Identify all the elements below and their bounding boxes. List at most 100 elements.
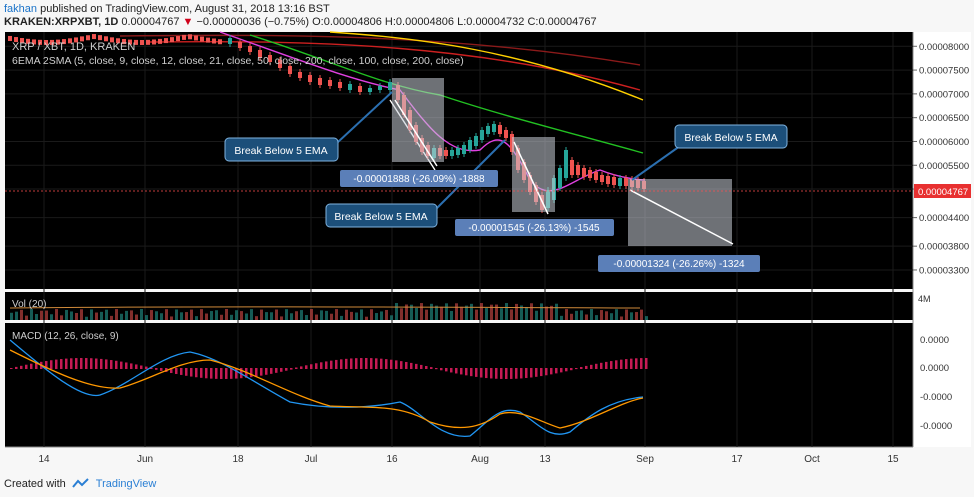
open-value: O:0.00004806: [312, 16, 382, 28]
macd-hist-bar: [590, 364, 593, 369]
published-text: published on TradingView.com, August 31,…: [40, 3, 330, 15]
candle: [288, 66, 292, 74]
volume-bar: [615, 309, 618, 320]
macd-lines: [9, 339, 648, 437]
volume-bar: [500, 308, 503, 320]
macd-pane[interactable]: [5, 323, 913, 447]
candle: [228, 38, 232, 44]
candle: [624, 178, 628, 186]
macd-hist-bar: [110, 360, 113, 369]
macd-hist-bar: [380, 358, 383, 369]
macd-hist-bar: [615, 360, 618, 369]
macd-hist-bar: [520, 368, 523, 379]
measure-box: [392, 78, 444, 162]
measure-box: [512, 137, 555, 212]
volume-bar: [640, 309, 643, 320]
macd-hist-bar: [495, 368, 498, 379]
volume-bar: [175, 309, 178, 320]
macd-hist-bar: [155, 368, 158, 370]
macd-hist-bar: [35, 362, 38, 369]
macd-hist-bar: [430, 367, 433, 369]
candle: [492, 124, 496, 132]
callout-2[interactable]: Break Below 5 EMA: [325, 203, 438, 228]
measure-1-text: -0.00001888 (-26.09%) -1888: [353, 174, 485, 185]
author-link[interactable]: fakhan: [4, 3, 38, 15]
macd-hist-bar: [215, 368, 218, 379]
callout-1[interactable]: Break Below 5 EMA: [224, 137, 339, 162]
volume-bar: [510, 309, 513, 320]
volume-bar: [620, 316, 623, 320]
macd-hist-bar: [120, 361, 123, 369]
candle: [110, 37, 114, 43]
macd-hist-bar: [100, 358, 103, 369]
volume-bar: [70, 311, 73, 320]
price-axis[interactable]: [913, 32, 971, 447]
time-axis-label: Sep: [636, 454, 654, 465]
volume-bar: [75, 312, 78, 320]
volume-bar: [110, 315, 113, 320]
candle: [588, 170, 592, 178]
macd-hist-bar: [475, 368, 478, 377]
volume-bar: [485, 308, 488, 320]
volume-bar: [415, 307, 418, 320]
macd-hist-bar: [595, 363, 598, 369]
volume-bar: [570, 313, 573, 320]
macd-hist-bar: [645, 358, 648, 369]
macd-hist-bar: [180, 368, 183, 375]
candle: [14, 37, 18, 43]
time-axis[interactable]: [5, 447, 913, 469]
macd-hist-bar: [485, 368, 488, 379]
volume-bar: [425, 309, 428, 320]
candle: [158, 38, 162, 44]
volume-bar: [460, 306, 463, 320]
callout-3[interactable]: Break Below 5 EMA: [674, 124, 788, 149]
chart-canvas[interactable]: 0.00008000 0.00007500 0.00007000 0.00006500…: [0, 30, 974, 476]
volume-bars: [9, 303, 648, 320]
macd-hist-bar: [275, 368, 278, 373]
volume-bar: [215, 310, 218, 320]
candle: [140, 39, 144, 45]
volume-bar: [445, 303, 448, 320]
macd-hist-bar: [335, 359, 338, 369]
macd-hist-bar: [505, 368, 508, 379]
volume-bar: [230, 314, 233, 320]
volume-bar: [100, 311, 103, 320]
macd-hist-bar: [50, 360, 53, 369]
volume-bar: [135, 314, 138, 320]
candle: [188, 34, 192, 40]
volume-bar: [325, 310, 328, 320]
candle: [238, 42, 242, 48]
macd-hist-bar: [190, 368, 193, 377]
callout-3-text: Break Below 5 EMA: [684, 132, 777, 144]
volume-bar: [375, 313, 378, 320]
measure-label-3[interactable]: -0.00001324 (-26.26%) -1324: [598, 255, 760, 272]
price-axis-label: 0.00007500: [919, 66, 969, 77]
macd-hist-bar: [230, 368, 233, 379]
macd-hist-bar: [545, 368, 548, 376]
macd-hist-bar: [410, 362, 413, 369]
macd-hist-bar: [270, 368, 273, 374]
measure-label-1[interactable]: -0.00001888 (-26.09%) -1888: [340, 170, 498, 187]
tradingview-brand[interactable]: TradingView: [95, 478, 157, 490]
volume-bar: [180, 312, 183, 320]
macd-hist-bar: [60, 359, 63, 369]
candle: [182, 34, 186, 40]
volume-bar: [10, 312, 13, 320]
candle: [86, 35, 90, 41]
volume-bar: [270, 312, 273, 320]
measure-label-2[interactable]: -0.00001545 (-26.13%) -1545: [455, 219, 614, 236]
candle: [206, 37, 210, 43]
volume-bar: [435, 305, 438, 320]
price-axis-label: 0.00008000: [919, 42, 969, 53]
candle: [462, 145, 466, 154]
volume-bar: [455, 303, 458, 320]
volume-bar: [155, 311, 158, 320]
volume-bar: [585, 314, 588, 320]
candle: [38, 39, 42, 45]
price-axis-label: 0.00003300: [919, 265, 969, 276]
candle: [358, 86, 362, 92]
price-axis-label: 0.00005500: [919, 161, 969, 172]
candle: [74, 37, 78, 43]
time-axis-label: 17: [731, 454, 743, 465]
macd-hist-bar: [470, 368, 473, 377]
